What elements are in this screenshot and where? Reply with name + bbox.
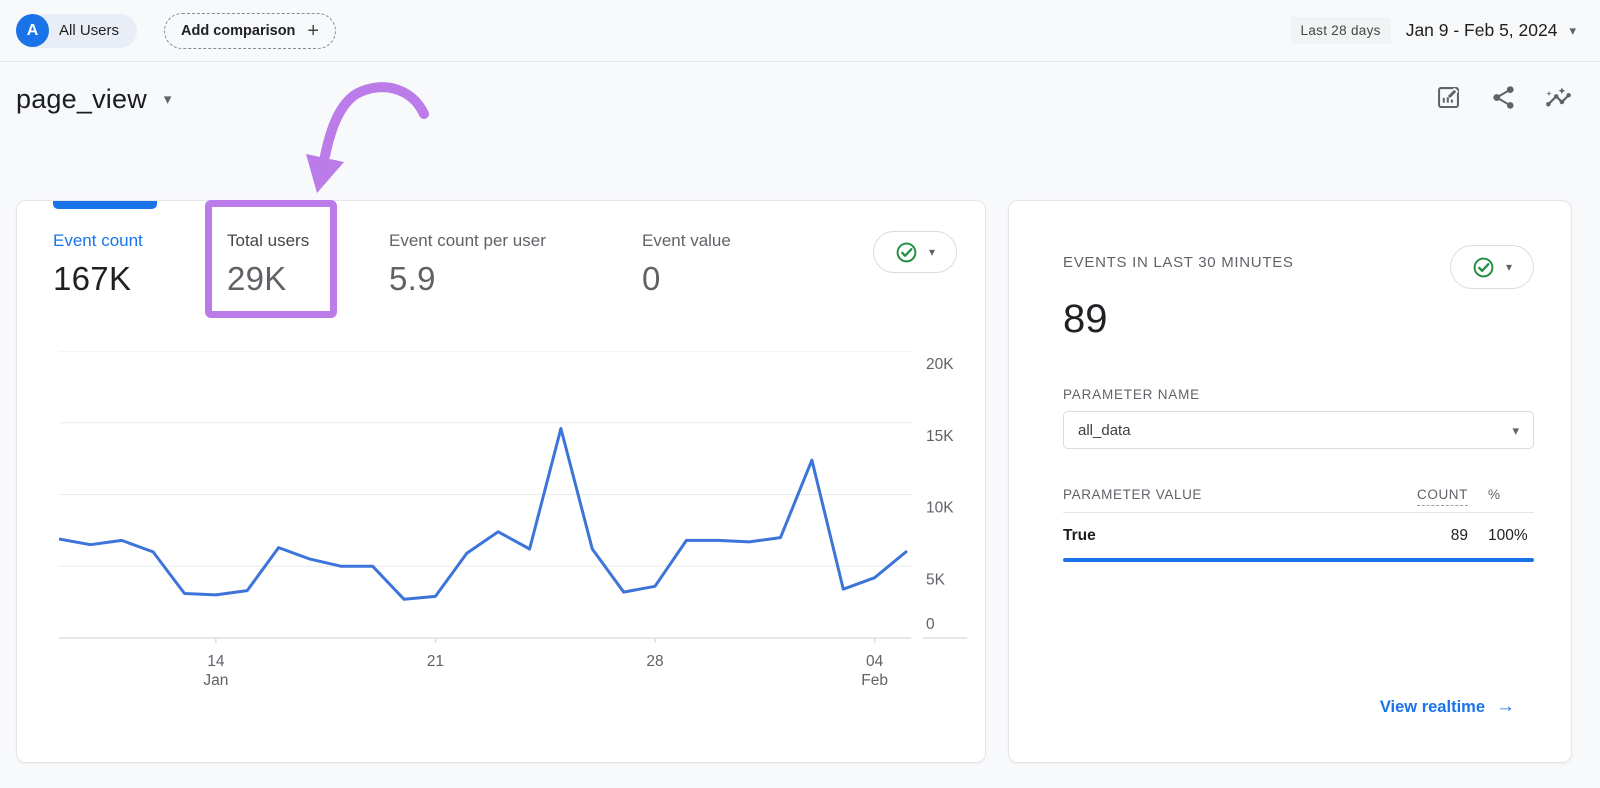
realtime-panel: EVENTS IN LAST 30 MINUTES ▾ 89 PARAMETER… — [1008, 200, 1572, 763]
x-axis-label-day: 04 — [866, 653, 884, 670]
parameter-name-selected: all_data — [1078, 421, 1131, 439]
metric-label: Event count per user — [389, 231, 546, 250]
all-users-segment[interactable]: A All Users — [16, 13, 138, 48]
customize-report-button[interactable] — [1435, 84, 1462, 111]
events-last-30-min-value: 89 — [1063, 297, 1108, 341]
annotation-arrow — [306, 82, 429, 193]
parameter-value-table: PARAMETER VALUE COUNT % True 89 100% — [1063, 487, 1534, 562]
check-circle-icon — [1473, 257, 1494, 277]
row-percent: 100% — [1488, 527, 1528, 544]
header-percent: % — [1488, 487, 1501, 502]
insights-button[interactable] — [1545, 84, 1572, 111]
add-comparison-button[interactable]: Add comparison + — [164, 12, 337, 49]
chevron-down-icon: ▾ — [1505, 260, 1513, 274]
title-row: page_view ▾ — [16, 84, 171, 115]
table-row: True 89 100% — [1063, 513, 1534, 558]
share-icon — [1490, 84, 1517, 111]
insights-icon — [1545, 84, 1572, 111]
x-axis-label-day: 28 — [646, 653, 663, 670]
x-axis-label-month: Jan — [203, 672, 228, 689]
user-avatar: A — [16, 14, 49, 47]
header-count[interactable]: COUNT — [1394, 487, 1468, 506]
share-button[interactable] — [1490, 84, 1517, 111]
event-count-line — [57, 427, 908, 601]
data-quality-dropdown[interactable]: ▾ — [873, 231, 957, 273]
add-comparison-label: Add comparison — [181, 22, 296, 39]
chevron-down-icon[interactable]: ▾ — [1569, 23, 1576, 38]
parameter-name-select[interactable]: all_data ▾ — [1063, 411, 1534, 449]
row-percentage-bar — [1063, 558, 1534, 562]
view-realtime-link[interactable]: View realtime → — [1379, 696, 1515, 717]
metric-tab-event-value[interactable]: Event value 0 — [642, 231, 731, 298]
y-axis-label: 0 — [926, 616, 935, 633]
y-axis-label: 20K — [926, 356, 954, 373]
row-count: 89 — [1450, 527, 1468, 544]
x-axis-label-day: 14 — [207, 653, 225, 670]
metric-tab-event-count-per-user[interactable]: Event count per user 5.9 — [389, 231, 546, 298]
metric-value: 0 — [642, 260, 661, 297]
x-axis-label-day: 21 — [427, 653, 444, 670]
check-circle-icon — [896, 242, 917, 262]
y-axis-label: 5K — [926, 571, 946, 588]
realtime-panel-title: EVENTS IN LAST 30 MINUTES — [1063, 254, 1294, 271]
date-range-preset-chip[interactable]: Last 28 days — [1290, 17, 1391, 44]
event-picker-chevron-down-icon[interactable]: ▾ — [163, 91, 172, 108]
arrow-right-icon: → — [1496, 696, 1515, 717]
row-parameter-value: True — [1063, 527, 1096, 544]
metric-value: 29K — [227, 260, 287, 297]
header-parameter-value: PARAMETER VALUE — [1063, 487, 1203, 502]
metric-tab-total-users[interactable]: Total users 29K — [227, 231, 309, 298]
page-title: page_view — [16, 84, 147, 114]
metric-tab-event-count[interactable]: Event count 167K — [53, 231, 143, 298]
chevron-down-icon: ▾ — [928, 245, 936, 259]
chevron-down-icon: ▾ — [1512, 422, 1519, 438]
metric-label: Event value — [642, 231, 731, 250]
y-axis-label: 10K — [926, 500, 954, 517]
event-count-chart: 0 5K 10K 15K 20K 14 Jan 21 28 04 Feb — [57, 350, 971, 706]
plus-icon: + — [307, 19, 320, 42]
metric-value: 167K — [53, 260, 132, 297]
table-header-row: PARAMETER VALUE COUNT % — [1063, 487, 1534, 513]
customize-report-icon — [1435, 84, 1462, 111]
event-metrics-card: Event count 167K Total users 29K Event c… — [16, 200, 986, 763]
segment-label: All Users — [59, 22, 120, 39]
metric-label: Total users — [227, 231, 310, 250]
line-chart: 0 5K 10K 15K 20K 14 Jan 21 28 04 Feb — [57, 350, 967, 689]
selected-tab-indicator — [53, 201, 157, 209]
topbar: A All Users Add comparison + Last 28 day… — [0, 0, 1600, 62]
data-quality-dropdown[interactable]: ▾ — [1450, 245, 1534, 289]
report-actions — [1435, 84, 1572, 111]
metric-label: Event count — [53, 231, 143, 250]
y-axis-label: 15K — [926, 428, 954, 445]
x-axis-label-month: Feb — [861, 672, 888, 689]
date-range-picker[interactable]: Jan 9 - Feb 5, 2024 — [1405, 20, 1558, 40]
metric-value: 5.9 — [389, 260, 436, 297]
parameter-name-label: PARAMETER NAME — [1063, 387, 1200, 402]
